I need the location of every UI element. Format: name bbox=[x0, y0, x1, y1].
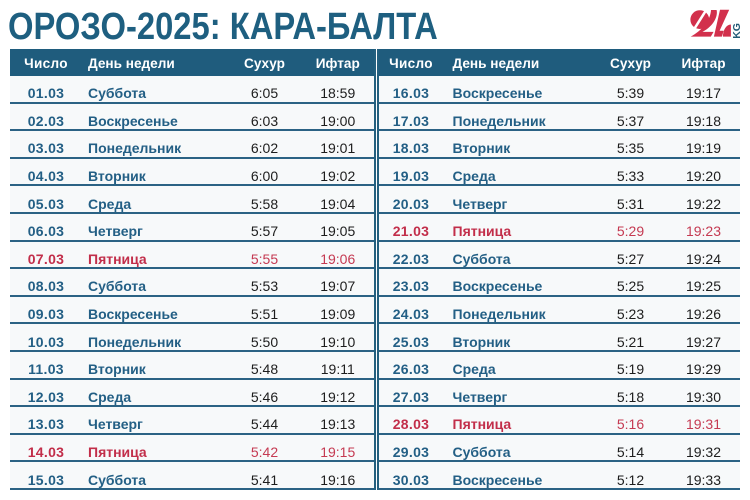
svg-text:KG: KG bbox=[731, 23, 743, 39]
